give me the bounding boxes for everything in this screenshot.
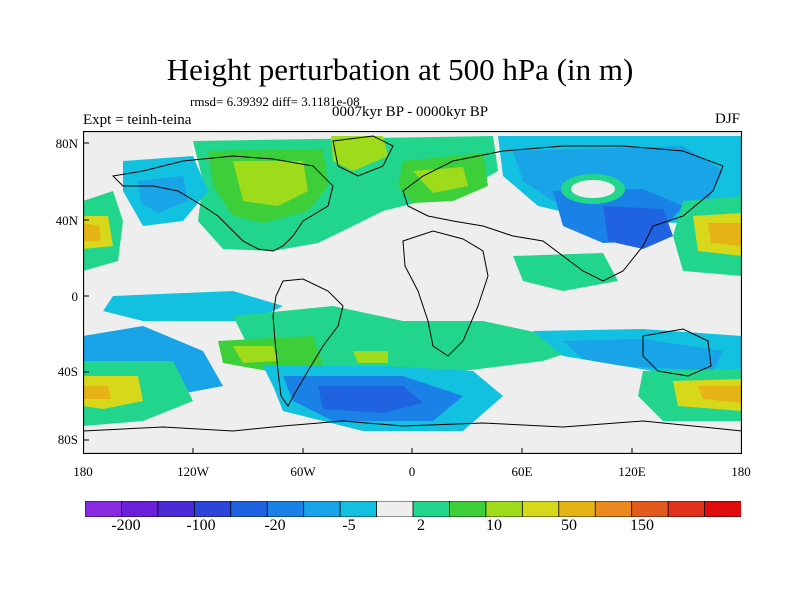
colorbar-swatch (631, 501, 670, 517)
colorbar-label: 2 (417, 517, 425, 534)
lon-label: 0 (408, 464, 416, 479)
contour-na-yellowgreen (233, 161, 308, 206)
contour-siberia-core (571, 180, 615, 198)
colorbar-swatch (521, 501, 560, 517)
lon-label: 120E (618, 464, 646, 479)
lat-label: 0 (71, 289, 79, 304)
contour-south-green (233, 306, 603, 376)
season-label: DJF (714, 111, 740, 127)
map-ticks (83, 142, 633, 454)
lon-label: 60E (511, 464, 533, 479)
colorbar-swatch (449, 501, 487, 517)
colorbar-label: 10 (486, 517, 502, 534)
colorbar-swatch (558, 501, 597, 517)
colorbar-swatch (667, 501, 706, 517)
contour-asia-darkblue (603, 206, 673, 249)
colorbar-label: 150 (630, 517, 654, 534)
contour-se-orange (698, 386, 742, 403)
coast-antarctica (83, 420, 742, 432)
coastlines (83, 135, 742, 432)
colorbar-swatch (376, 501, 414, 517)
contour-satl-yellowgreen (353, 351, 388, 363)
colorbar-swatch (85, 501, 123, 517)
stats-text: rmsd= 6.39392 diff= 3.1181e-08 (190, 94, 360, 109)
colorbar-label: -5 (342, 517, 356, 534)
colorbar-swatch (303, 501, 342, 517)
contour-tropics-cyan (103, 291, 283, 321)
chart-title: Height perturbation at 500 hPa (in m) (166, 52, 634, 87)
colorbar-swatch (230, 501, 269, 517)
experiment-label: Expt = teinh-teina (83, 112, 192, 128)
lat-label: 40N (55, 213, 78, 228)
contour-spac-orange (83, 386, 111, 399)
colorbar (85, 501, 741, 517)
colorbar-swatch (193, 501, 232, 517)
colorbar-swatch (121, 501, 159, 517)
coast-eurasia (402, 145, 724, 282)
colorbar-swatch (266, 501, 305, 517)
lon-label: 180 (731, 464, 751, 479)
colorbar-swatch (412, 501, 451, 517)
map-panel (83, 131, 742, 454)
coast-north-america (111, 155, 334, 252)
colorbar-swatch (339, 501, 378, 517)
lon-label: 60W (290, 464, 316, 479)
contour-south-darkblue (318, 386, 423, 413)
contour-pac-lightblue (138, 176, 188, 213)
contour-greenland-yellowgreen (331, 136, 388, 171)
colorbar-swatch (594, 501, 633, 517)
colorbar-label: -100 (186, 517, 216, 534)
colorbar-swatch (485, 501, 524, 517)
period-text: 0007kyr BP - 0000kyr BP (331, 104, 489, 120)
contour-eu-yellowgreen (413, 167, 468, 193)
lat-label: 40S (57, 364, 78, 379)
colorbar-swatch (157, 501, 196, 517)
lat-label: 80S (57, 432, 78, 447)
lat-label: 80N (55, 136, 78, 151)
contour-sa-yellowgreen (233, 346, 278, 363)
colorbar-label: -20 (264, 517, 286, 534)
colorbar-swatch (704, 501, 741, 517)
contour-fields (83, 131, 742, 454)
contour-africa-green (513, 253, 618, 291)
contour-spac-yellow (83, 376, 143, 409)
colorbar-label: 50 (561, 517, 577, 534)
coast-australia (642, 328, 712, 377)
coast-south-america (272, 278, 344, 407)
contour-npac-orange (83, 223, 101, 241)
coast-africa (402, 230, 489, 357)
lon-label: 120W (177, 464, 209, 479)
coast-greenland (332, 135, 394, 177)
lon-label: 180 (73, 464, 93, 479)
contour-epac-orange (708, 223, 742, 246)
colorbar-label: -200 (111, 517, 141, 534)
